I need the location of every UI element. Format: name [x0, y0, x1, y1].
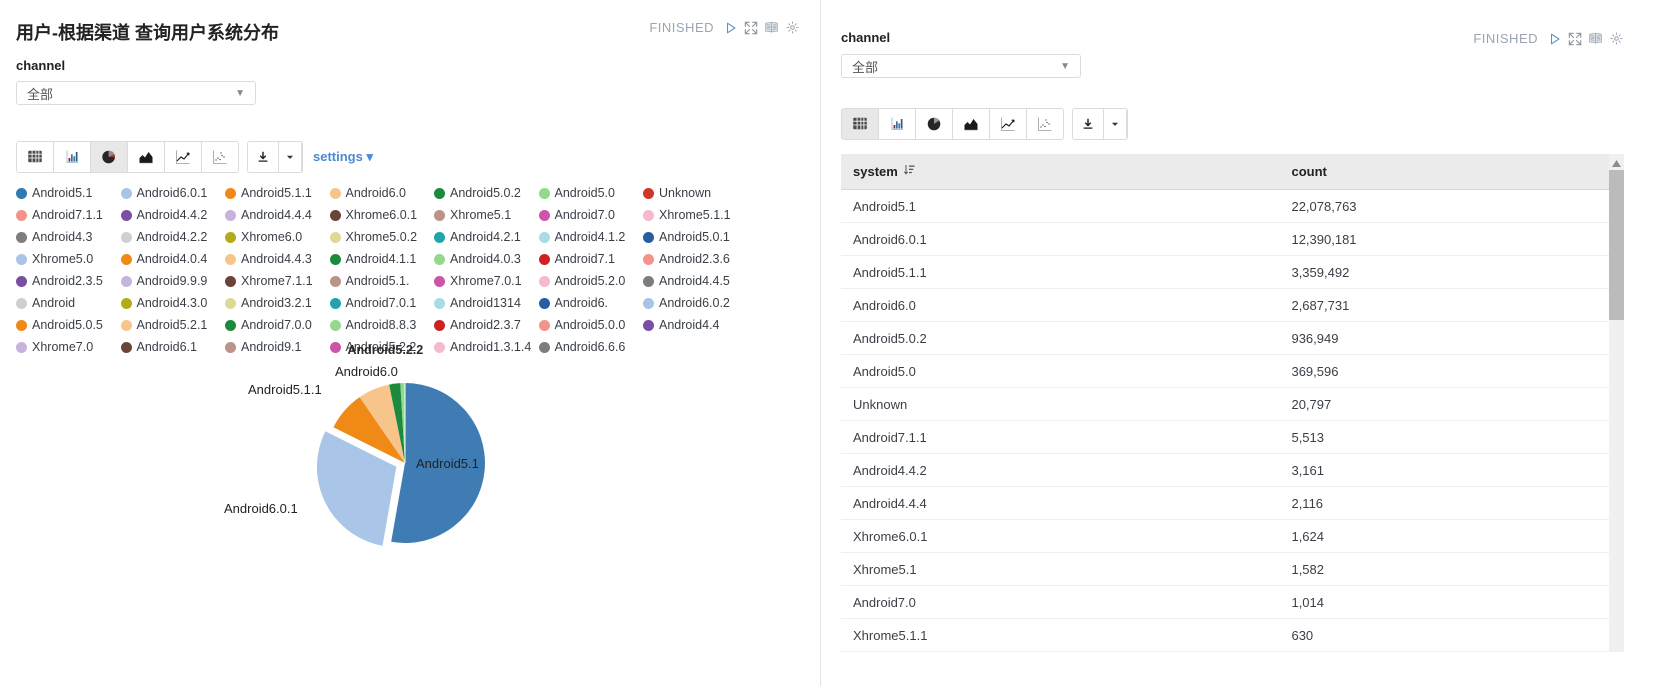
svg-text:Android5.1.1: Android5.1.1	[248, 382, 322, 397]
svg-text:Android5.1: Android5.1	[416, 456, 479, 471]
svg-text:Android6.0: Android6.0	[335, 364, 398, 379]
svg-text:Android6.0.1: Android6.0.1	[224, 501, 298, 516]
